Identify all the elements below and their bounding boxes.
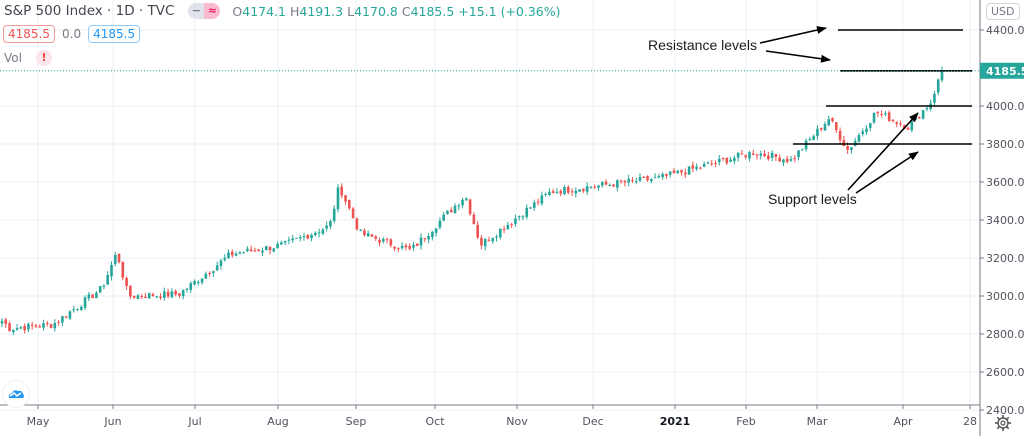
spread-value: 0.0 [62, 27, 82, 41]
buy-price-button[interactable]: 4185.5 [88, 25, 141, 43]
svg-text:2800.0: 2800.0 [986, 328, 1024, 341]
svg-text:Jul: Jul [187, 415, 201, 428]
svg-text:4185.5: 4185.5 [986, 65, 1024, 78]
svg-text:Aug: Aug [267, 415, 288, 428]
svg-text:2600.0: 2600.0 [986, 366, 1024, 379]
annotation-arrows [759, 26, 919, 194]
svg-text:Sep: Sep [346, 415, 367, 428]
svg-text:4400.0: 4400.0 [986, 24, 1024, 37]
sell-price-button[interactable]: 4185.5 [3, 25, 55, 43]
gear-icon[interactable] [994, 414, 1012, 432]
svg-text:3600.0: 3600.0 [986, 176, 1024, 189]
candlestick-series [0, 66, 944, 336]
svg-text:28: 28 [963, 415, 977, 428]
svg-text:2021: 2021 [660, 415, 691, 428]
grid-lines [0, 0, 980, 411]
svg-text:Nov: Nov [506, 415, 528, 428]
legend-toggle[interactable]: − ≈ [188, 3, 221, 19]
warning-icon[interactable]: ! [35, 50, 52, 66]
svg-text:Jun: Jun [103, 415, 121, 428]
svg-text:Oct: Oct [425, 415, 445, 428]
svg-text:3800.0: 3800.0 [986, 138, 1024, 151]
support-label: Support levels [768, 191, 857, 207]
support-resistance-lines [793, 29, 972, 145]
tradingview-cloud-icon[interactable] [3, 381, 29, 407]
resistance-label: Resistance levels [648, 37, 757, 53]
svg-text:Apr: Apr [893, 415, 913, 428]
svg-text:3200.0: 3200.0 [986, 252, 1024, 265]
volume-legend: Vol ! [4, 50, 52, 66]
chart-legend: S&P 500 Index · 1D · TVC − ≈ O4174.1 H419… [4, 3, 561, 19]
svg-text:3400.0: 3400.0 [986, 214, 1024, 227]
ohlc-values: O4174.1 H4191.3 L4170.8 C4185.5 +15.1 (+… [232, 3, 561, 19]
quote-row: 4185.5 0.0 4185.5 [3, 25, 141, 43]
svg-text:3000.0: 3000.0 [986, 290, 1024, 303]
svg-text:Mar: Mar [807, 415, 828, 428]
minimize-icon[interactable]: − [188, 3, 205, 19]
approx-icon[interactable]: ≈ [204, 3, 221, 19]
svg-text:Dec: Dec [582, 415, 603, 428]
volume-label[interactable]: Vol [4, 51, 22, 65]
symbol-title[interactable]: S&P 500 Index · 1D · TVC [4, 3, 175, 19]
svg-text:May: May [27, 415, 50, 428]
svg-text:Feb: Feb [736, 415, 755, 428]
svg-text:2400.0: 2400.0 [986, 404, 1024, 417]
svg-text:4000.0: 4000.0 [986, 100, 1024, 113]
currency-badge[interactable]: USD [986, 3, 1020, 20]
change-value: +15.1 (+0.36%) [458, 3, 561, 19]
